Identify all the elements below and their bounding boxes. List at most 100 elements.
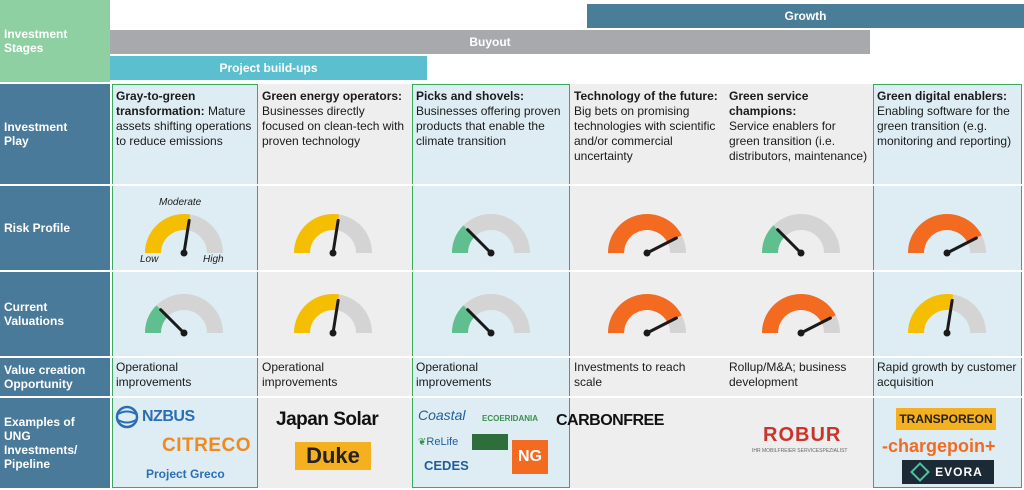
column-bg-picks-shovels — [412, 84, 570, 488]
transporeon-wordmark: TRANSPOREON — [899, 412, 993, 426]
gauge-needle — [645, 236, 678, 255]
risk-gauge — [145, 214, 223, 257]
column-bg-green-service — [725, 84, 873, 488]
row-separator — [110, 184, 1024, 186]
project-greco-wordmark: Project Greco — [146, 467, 225, 481]
label-value-creation-text: Value creation Opportunity — [4, 363, 86, 391]
play-cell: Green service champions: Service enablers… — [729, 89, 869, 164]
gauge-hub — [797, 249, 805, 257]
logo-project-greco: Project Greco — [146, 465, 225, 483]
logo-relife: ❦ ReLife — [418, 434, 458, 450]
risk-gauge — [452, 214, 530, 257]
stage-buildups-label: Project build-ups — [219, 61, 318, 75]
gauge-fill — [294, 294, 340, 334]
gauge-needle — [331, 218, 340, 255]
gauge-hub — [329, 329, 337, 337]
logo-nzbus: NZBUS — [114, 404, 195, 430]
evora-wordmark: EVORA — [935, 465, 983, 479]
gauge-needle — [945, 298, 954, 335]
label-investment-stages-text: Investment Stages — [4, 27, 68, 55]
play-title: Picks and shovels: — [416, 89, 525, 103]
gauge-hub — [180, 249, 188, 257]
label-current-valuations-text: Current Valuations — [4, 300, 65, 328]
risk-gauge — [908, 214, 986, 257]
risk-gauge — [762, 214, 840, 257]
label-value-creation: Value creation Opportunity — [0, 358, 110, 396]
risk-gauge — [608, 214, 686, 257]
column-bg-green-energy — [258, 84, 412, 488]
chargepoint-wordmark: -chargepoin+ — [882, 435, 996, 456]
play-cell: Gray-to-green transformation: Mature ass… — [116, 89, 256, 149]
play-title: Green energy operators: — [262, 89, 403, 103]
row-separator — [110, 356, 1024, 358]
gauge-fill — [145, 305, 169, 334]
stage-buyout-label: Buyout — [469, 35, 511, 49]
stage-bar-growth: Growth — [587, 4, 1024, 28]
gauge-needle — [645, 316, 678, 335]
robur-wordmark: ROBUR — [763, 423, 842, 446]
label-risk-profile-text: Risk Profile — [4, 221, 71, 235]
gauge-needle — [331, 298, 340, 335]
gauge-needle — [182, 218, 191, 255]
gauge-label-moderate: Moderate — [159, 197, 202, 208]
gauge-hub — [643, 249, 651, 257]
play-title: Technology of the future: — [574, 89, 718, 103]
gauge-hub — [487, 329, 495, 337]
play-title: Green service champions: — [729, 89, 809, 118]
gauge-needle — [799, 316, 832, 335]
label-investment-play-text: Investment Play — [4, 120, 68, 148]
value-creation-text: Rapid growth by customer acquisition — [877, 360, 1017, 389]
carbonfree-wordmark: CARBONFREE — [556, 412, 664, 429]
evora-diamond-icon — [910, 462, 931, 482]
play-cell: Green digital enablers: Enabling software… — [877, 89, 1020, 149]
value-creation-text: Rollup/M&A; business development — [729, 360, 847, 389]
gauge-label-low: Low — [140, 254, 159, 265]
logo-duke: Duke — [295, 442, 371, 470]
gauge-fill — [908, 214, 982, 254]
risk-gauge — [294, 214, 372, 257]
robur-tagline-text: IHR MOBILFREIER SERVICESPEZIALIST — [752, 448, 848, 454]
play-desc: Businesses offering proven products that… — [416, 104, 561, 148]
gauge-fill — [762, 294, 836, 334]
row-separator — [110, 270, 1024, 272]
valuation-gauge — [452, 294, 530, 337]
logo-chargepoint: -chargepoin+ — [882, 434, 996, 458]
label-investment-play: Investment Play — [0, 84, 110, 184]
gauge-fill — [145, 214, 191, 254]
valuation-gauge — [908, 294, 986, 337]
label-investment-stages: Investment Stages — [0, 0, 110, 82]
duke-wordmark: Duke — [306, 443, 360, 468]
coastal-wordmark: Coastal — [418, 407, 466, 423]
gauge-fill — [452, 225, 476, 254]
stage-bar-project-buildups: Project build-ups — [110, 56, 427, 80]
logo-ng: NG — [512, 440, 548, 474]
valuation-gauge — [294, 294, 372, 337]
play-desc: Service enablers for green transition (i… — [729, 119, 868, 163]
cedes-wordmark: CEDES — [424, 457, 469, 473]
gauge-fill — [452, 305, 476, 334]
relife-wordmark: ReLife — [426, 436, 459, 448]
logo-cedes: CEDES — [424, 456, 469, 474]
stage-bar-buyout: Buyout — [110, 30, 870, 54]
gauge-needle — [776, 228, 803, 255]
logo-transporeon: TRANSPOREON — [896, 408, 996, 430]
stage-growth-label: Growth — [784, 9, 827, 23]
ecoeridania-wordmark: ECOERIDANIA — [482, 413, 539, 423]
logo-ecoeridania: ECOERIDANIA — [482, 410, 538, 426]
label-current-valuations: Current Valuations — [0, 272, 110, 356]
japan-solar-wordmark: Japan Solar — [276, 409, 379, 430]
label-examples: Examples of UNG Investments/ Pipeline — [0, 398, 110, 488]
logo-citreco: CITRECO — [162, 434, 251, 458]
play-desc: Enabling software for the green transiti… — [877, 104, 1012, 148]
logo-japan-solar: Japan Solar — [276, 406, 379, 434]
gauge-hub — [329, 249, 337, 257]
nzbus-wordmark: NZBUS — [142, 408, 195, 425]
relife-leaf-icon: ❦ — [418, 436, 427, 448]
gauge-hub — [643, 329, 651, 337]
row-separator — [110, 396, 1024, 398]
play-title: Gray-to-green transformation: — [116, 89, 205, 118]
nzbus-globe-icon — [115, 405, 139, 429]
gauge-fill — [608, 214, 682, 254]
play-desc: Businesses directly focused on clean-tec… — [262, 104, 405, 148]
gauge-label-high: High — [203, 254, 224, 265]
